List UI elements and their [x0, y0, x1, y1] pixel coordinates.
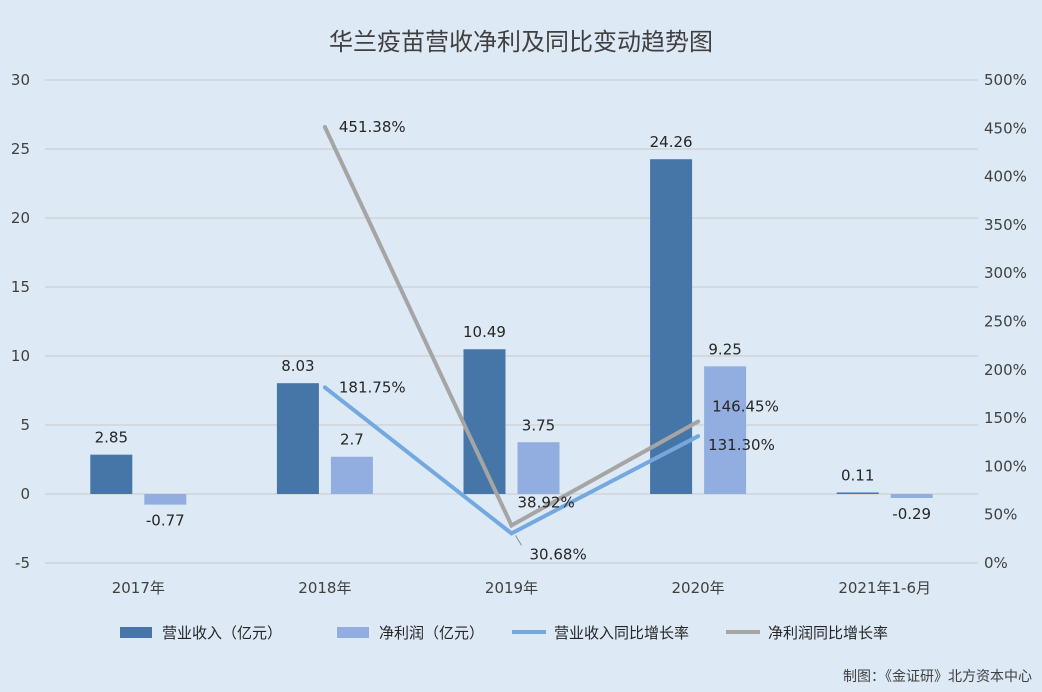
line-point [509, 523, 514, 528]
bar-value-label: 24.26 [650, 133, 693, 151]
line-value-label: 181.75% [339, 378, 406, 396]
right-tick-label: 150% [984, 409, 1027, 427]
right-tick-label: 400% [984, 168, 1027, 186]
left-tick-label: 5 [20, 416, 30, 434]
right-tick-label: 300% [984, 264, 1027, 282]
data-labels: 2.85 8.03 10.49 24.26 0.11 -0.77 2.7 3.75 9.25 -0… [95, 118, 932, 563]
right-tick-label: 100% [984, 457, 1027, 475]
bar-value-label: 3.75 [522, 416, 555, 434]
line-value-label: 131.30% [708, 436, 775, 454]
legend-label: 营业收入（亿元） [162, 624, 282, 642]
bar-value-label: -0.77 [146, 512, 185, 530]
left-tick-label: 20 [11, 209, 30, 227]
lines [322, 124, 701, 536]
category-label: 2021年1-6月 [838, 579, 931, 597]
left-tick-label: 30 [11, 71, 30, 89]
left-axis: -5 0 5 10 15 20 25 30 [11, 71, 30, 572]
category-label: 2019年 [485, 579, 538, 597]
gridlines [45, 79, 978, 564]
left-tick-label: 15 [11, 278, 30, 296]
category-label: 2020年 [672, 579, 725, 597]
bar-value-label: 9.25 [708, 340, 741, 358]
legend-swatch [120, 627, 152, 638]
bar-value-label: -0.29 [892, 505, 931, 523]
legend-swatch [337, 627, 369, 638]
category-label: 2017年 [112, 579, 165, 597]
bar-value-label: 2.85 [95, 429, 128, 447]
legend-label: 净利润同比增长率 [768, 624, 888, 642]
leader-line [515, 535, 522, 546]
line-point [696, 419, 701, 424]
right-tick-label: 50% [984, 506, 1017, 524]
legend: 营业收入（亿元） 净利润（亿元） 营业收入同比增长率 净利润同比增长率 [120, 624, 888, 642]
bar-value-label: 0.11 [841, 466, 874, 484]
bar [517, 442, 560, 494]
right-axis: 0% 50% 100% 150% 200% 250% 300% 350% 400% 450% 500… [984, 71, 1027, 572]
bar-value-label: 2.7 [340, 431, 364, 449]
bar [90, 454, 133, 494]
line-point [509, 531, 514, 536]
bar [276, 383, 319, 494]
left-tick-label: 0 [20, 485, 30, 503]
line-value-label: 451.38% [339, 118, 406, 136]
bars [90, 159, 933, 505]
bar-value-label: 8.03 [281, 357, 314, 375]
bar [330, 456, 373, 494]
left-tick-label: -5 [15, 554, 30, 572]
right-tick-label: 450% [984, 119, 1027, 137]
left-tick-label: 10 [11, 347, 30, 365]
bar [890, 494, 933, 499]
legend-label: 净利润（亿元） [379, 624, 484, 642]
line-point [322, 385, 327, 390]
right-tick-label: 250% [984, 313, 1027, 331]
bar [836, 492, 879, 494]
right-tick-label: 200% [984, 361, 1027, 379]
credit-text: 制图：《金证研》北方资本中心 [843, 669, 1032, 685]
line-value-label: 30.68% [530, 545, 587, 563]
category-label: 2018年 [298, 579, 351, 597]
right-tick-label: 350% [984, 216, 1027, 234]
left-tick-label: 25 [11, 140, 30, 158]
line-value-label: 38.92% [518, 493, 575, 511]
series-line [323, 385, 700, 536]
line-point [696, 434, 701, 439]
bar [704, 366, 747, 494]
bar [144, 494, 187, 505]
right-tick-label: 0% [984, 554, 1008, 572]
right-tick-label: 500% [984, 71, 1027, 89]
legend-label: 营业收入同比增长率 [554, 624, 689, 642]
chart-title: 华兰疫苗营收净利及同比变动趋势图 [329, 28, 713, 56]
line-value-label: 146.45% [712, 398, 779, 416]
bar-value-label: 10.49 [463, 323, 506, 341]
category-axis: 2017年 2018年 2019年 2020年 2021年1-6月 [112, 579, 931, 597]
line-point [322, 124, 327, 129]
